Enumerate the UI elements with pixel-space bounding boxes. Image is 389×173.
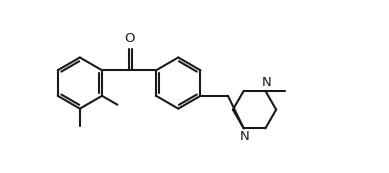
Text: O: O [124, 32, 134, 45]
Text: N: N [240, 130, 250, 143]
Text: N: N [261, 76, 271, 89]
